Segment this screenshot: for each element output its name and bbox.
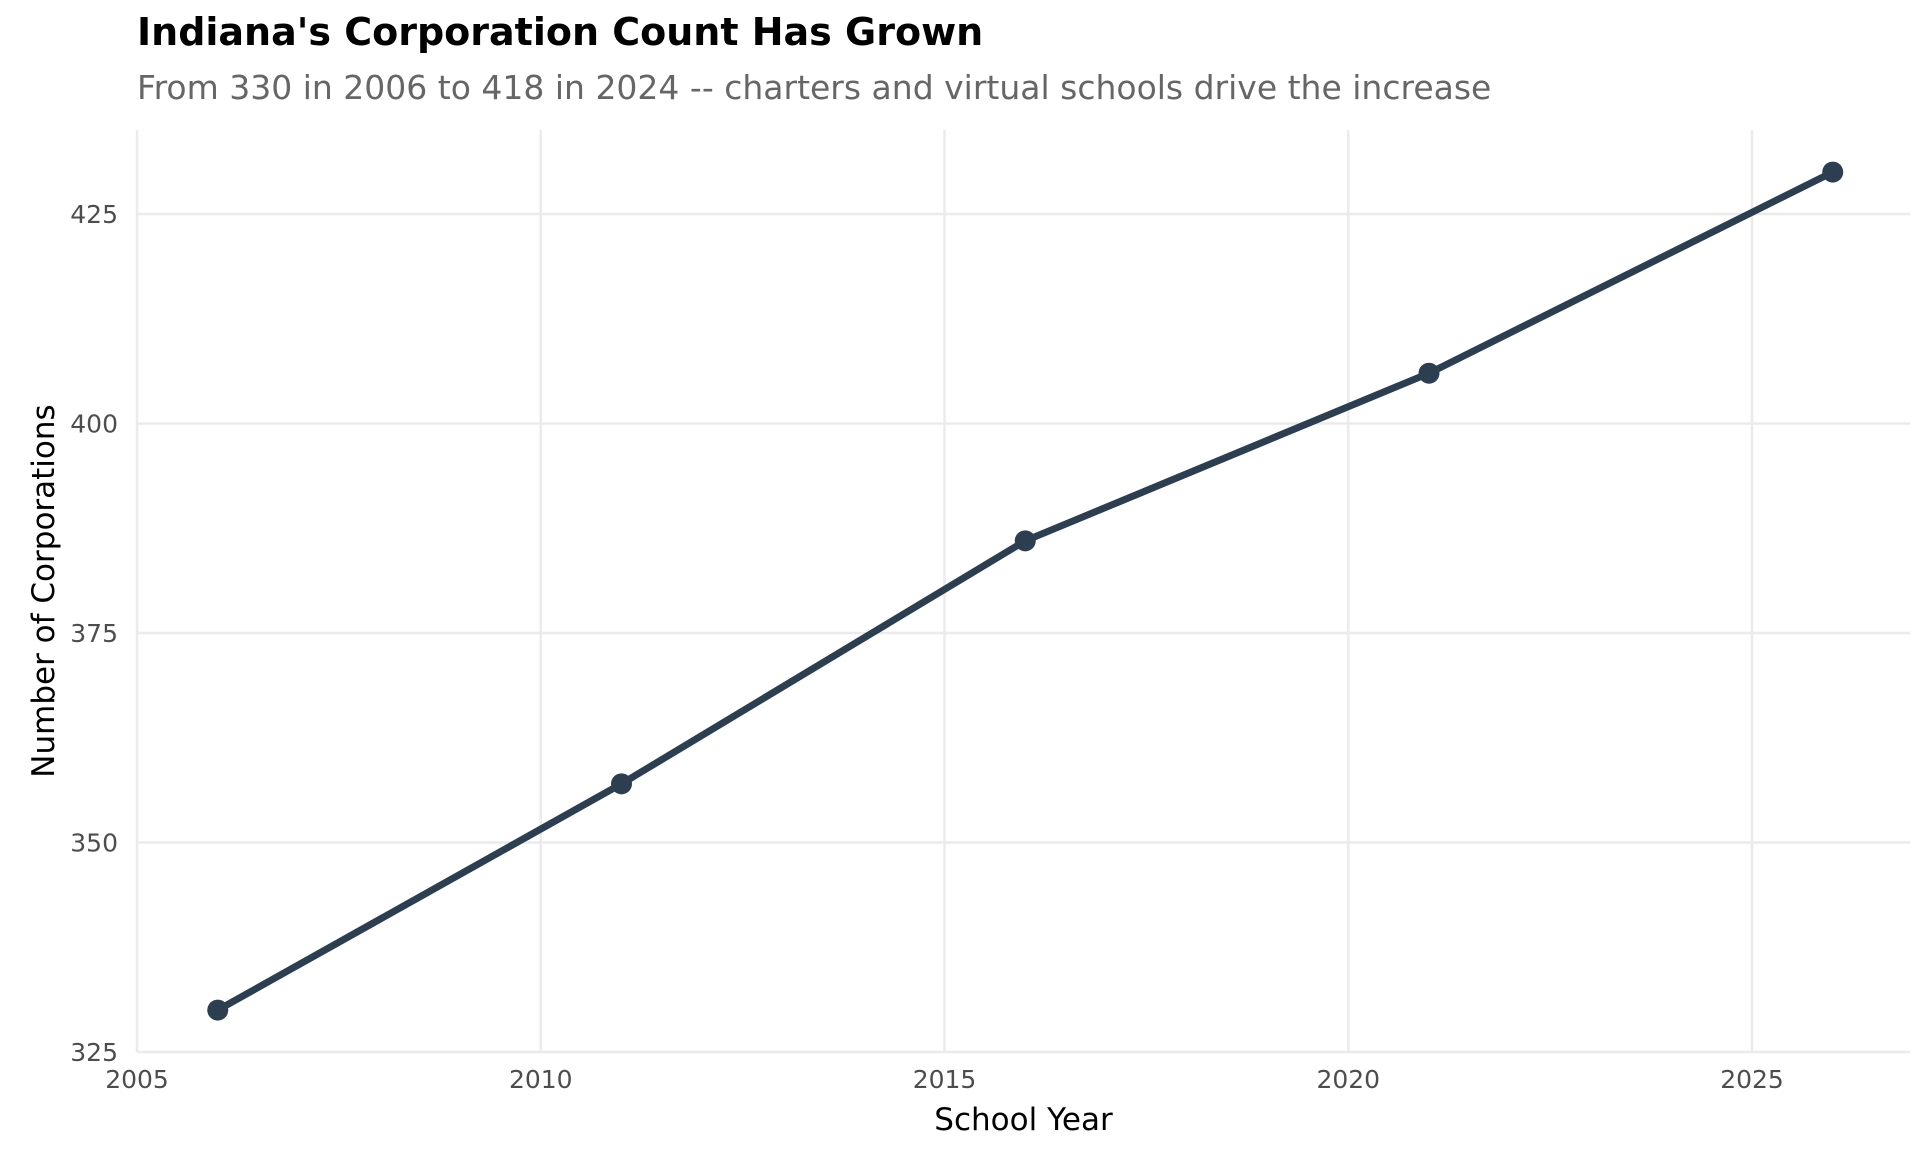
y-tick-label: 350 (70, 829, 118, 858)
series-layer (207, 161, 1844, 1021)
data-point (611, 773, 632, 795)
x-tick-label: 2005 (105, 1065, 169, 1094)
y-tick-label: 425 (70, 200, 118, 229)
y-tick-label: 375 (70, 619, 118, 648)
series-line (216, 168, 1835, 1014)
y-axis-ticks: 325 350 375 400 425 (70, 200, 118, 1067)
chart-title: Indiana's Corporation Count Has Grown (137, 10, 984, 54)
y-tick-label: 325 (70, 1038, 118, 1067)
data-point (1014, 530, 1036, 552)
x-axis-ticks: 2005 2010 2015 2020 2025 (105, 1065, 1784, 1094)
chart-subtitle: From 330 in 2006 to 418 in 2024 -- chart… (137, 68, 1492, 107)
x-tick-label: 2020 (1316, 1065, 1380, 1094)
x-tick-label: 2025 (1720, 1065, 1784, 1094)
x-axis-title: School Year (934, 1102, 1113, 1138)
data-point (1822, 161, 1844, 183)
gridlines (135, 130, 1910, 1054)
data-point (207, 999, 229, 1021)
data-point (1418, 362, 1440, 384)
y-tick-label: 400 (70, 410, 118, 439)
y-axis-title: Number of Corporations (26, 404, 62, 777)
x-tick-label: 2010 (509, 1065, 573, 1094)
x-tick-label: 2015 (913, 1065, 977, 1094)
